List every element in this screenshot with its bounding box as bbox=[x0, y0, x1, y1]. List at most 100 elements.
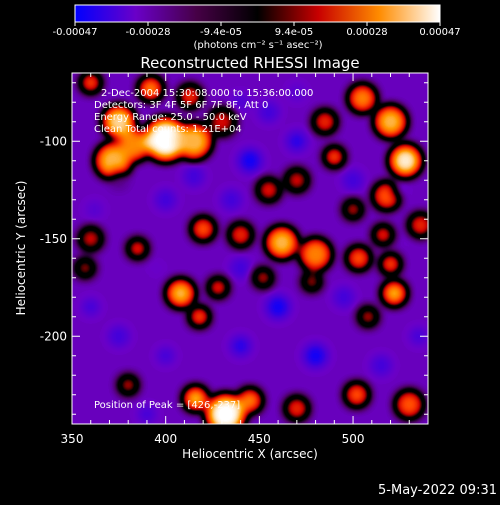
x-tick-label: 350 bbox=[61, 432, 84, 446]
emission-source bbox=[208, 108, 236, 135]
colorbar-tick-label: 0.00028 bbox=[346, 27, 387, 38]
negative-region bbox=[229, 256, 252, 280]
emission-source bbox=[184, 387, 207, 410]
emission-source bbox=[238, 389, 262, 412]
emission-source bbox=[178, 85, 202, 108]
emission-source bbox=[190, 307, 209, 327]
emission-source bbox=[253, 268, 273, 288]
emission-source bbox=[191, 217, 215, 241]
emission-source bbox=[176, 124, 211, 159]
emission-source bbox=[358, 307, 378, 327]
negative-region bbox=[182, 165, 206, 188]
negative-region bbox=[287, 83, 307, 102]
colorbar-ticks: -0.00047 -0.00028 -9.4e-05 9.4e-05 0.00028 0.… bbox=[53, 22, 461, 38]
negative-region bbox=[369, 354, 393, 377]
emission-source bbox=[118, 130, 149, 161]
annotation-energy: Energy Range: 25.0 - 50.0 keV bbox=[94, 112, 247, 123]
negative-region bbox=[156, 346, 176, 366]
colorbar-tick-label: -0.00047 bbox=[53, 27, 98, 38]
emission-source bbox=[375, 106, 406, 137]
negative-region bbox=[137, 404, 157, 424]
emission-source bbox=[409, 213, 428, 237]
annotation-clean: Clean Total counts: 1.21E+04 bbox=[94, 124, 242, 135]
negative-region bbox=[302, 342, 329, 369]
emission-source bbox=[396, 391, 423, 418]
colorbar-tick-label: 0.00047 bbox=[419, 27, 460, 38]
emission-source bbox=[343, 200, 363, 219]
negative-region bbox=[332, 286, 355, 309]
intensity-map bbox=[72, 73, 428, 424]
negative-region bbox=[231, 92, 250, 112]
y-tick-label: -200 bbox=[40, 329, 67, 343]
x-tick-label: 400 bbox=[154, 432, 177, 446]
chart-title: Reconstructed RHESSI Image bbox=[140, 54, 359, 72]
negative-region bbox=[107, 325, 131, 348]
negative-region bbox=[220, 188, 243, 211]
emission-source bbox=[300, 239, 331, 270]
negative-region bbox=[154, 188, 177, 211]
emission-source bbox=[81, 73, 101, 93]
colorbar: -0.00047 -0.00028 -9.4e-05 9.4e-05 0.00028 0.… bbox=[53, 4, 461, 51]
plot-frame bbox=[71, 72, 429, 425]
emission-source bbox=[167, 280, 194, 307]
plot-border bbox=[71, 72, 429, 425]
x-tick-label: 450 bbox=[248, 432, 271, 446]
emission-source bbox=[285, 397, 309, 420]
axis-ticks: 350 400 450 500 -100 -150 -200 bbox=[40, 73, 428, 446]
negative-region bbox=[236, 147, 264, 174]
colorbar-gradient bbox=[74, 4, 441, 23]
colorbar-tick-label: -0.00028 bbox=[126, 27, 171, 38]
emission-source bbox=[390, 145, 421, 176]
colorbar-unit-label: (photons cm⁻² s⁻¹ asec⁻²) bbox=[193, 40, 322, 51]
emission-source bbox=[257, 178, 280, 202]
emission-source bbox=[145, 118, 187, 160]
negative-region bbox=[264, 293, 292, 321]
annotation-peak: Position of Peak = [426,-237] bbox=[94, 400, 240, 411]
annotations: 2-Dec-2004 15:30:08.000 to 15:36:00.000 … bbox=[94, 88, 313, 411]
image-area bbox=[72, 73, 428, 424]
emission-source bbox=[381, 254, 400, 274]
emission-source bbox=[139, 77, 162, 100]
emission-source bbox=[345, 383, 369, 406]
annotation-time: 2-Dec-2004 15:30:08.000 to 15:36:00.000 bbox=[101, 88, 313, 99]
emission-source bbox=[285, 169, 309, 192]
emission-source bbox=[118, 375, 138, 395]
negative-region bbox=[81, 297, 101, 317]
emission-source bbox=[349, 85, 376, 112]
colorbar-tick-label: -9.4e-05 bbox=[200, 27, 242, 38]
negative-region bbox=[85, 200, 104, 219]
colorbar-tick-label: 9.4e-05 bbox=[275, 27, 313, 38]
negative-region bbox=[341, 169, 365, 192]
negative-region bbox=[409, 326, 428, 346]
annotation-detectors: Detectors: 3F 4F 5F 6F 7F 8F, Att 0 bbox=[94, 100, 268, 111]
emission-source bbox=[266, 227, 297, 258]
emission-source bbox=[128, 239, 147, 258]
emission-source bbox=[302, 272, 322, 292]
x-tick-label: 500 bbox=[342, 432, 365, 446]
negative-region bbox=[257, 100, 280, 124]
y-axis-label: Heliocentric Y (arcsec) bbox=[14, 181, 28, 316]
emission-source bbox=[206, 395, 245, 424]
negative-region bbox=[285, 130, 309, 153]
negative-region bbox=[392, 182, 408, 198]
y-tick-label: -150 bbox=[40, 232, 67, 246]
negative-region bbox=[148, 260, 164, 276]
emission-source bbox=[229, 223, 252, 247]
emission-source bbox=[347, 247, 370, 270]
emission-source bbox=[208, 278, 228, 297]
emission-source bbox=[324, 147, 344, 167]
negative-region bbox=[109, 170, 129, 190]
emission-source bbox=[383, 282, 406, 305]
negative-region bbox=[416, 75, 428, 91]
negative-region bbox=[229, 334, 252, 358]
x-axis-label: Heliocentric X (arcsec) bbox=[182, 447, 318, 461]
emission-source bbox=[103, 106, 134, 137]
y-tick-label: -100 bbox=[40, 134, 67, 148]
footer-timestamp: 5-May-2022 09:31 bbox=[378, 483, 497, 498]
emission-source bbox=[79, 227, 102, 250]
negative-region bbox=[403, 233, 415, 245]
emission-source bbox=[313, 110, 337, 133]
emission-source bbox=[75, 258, 95, 278]
